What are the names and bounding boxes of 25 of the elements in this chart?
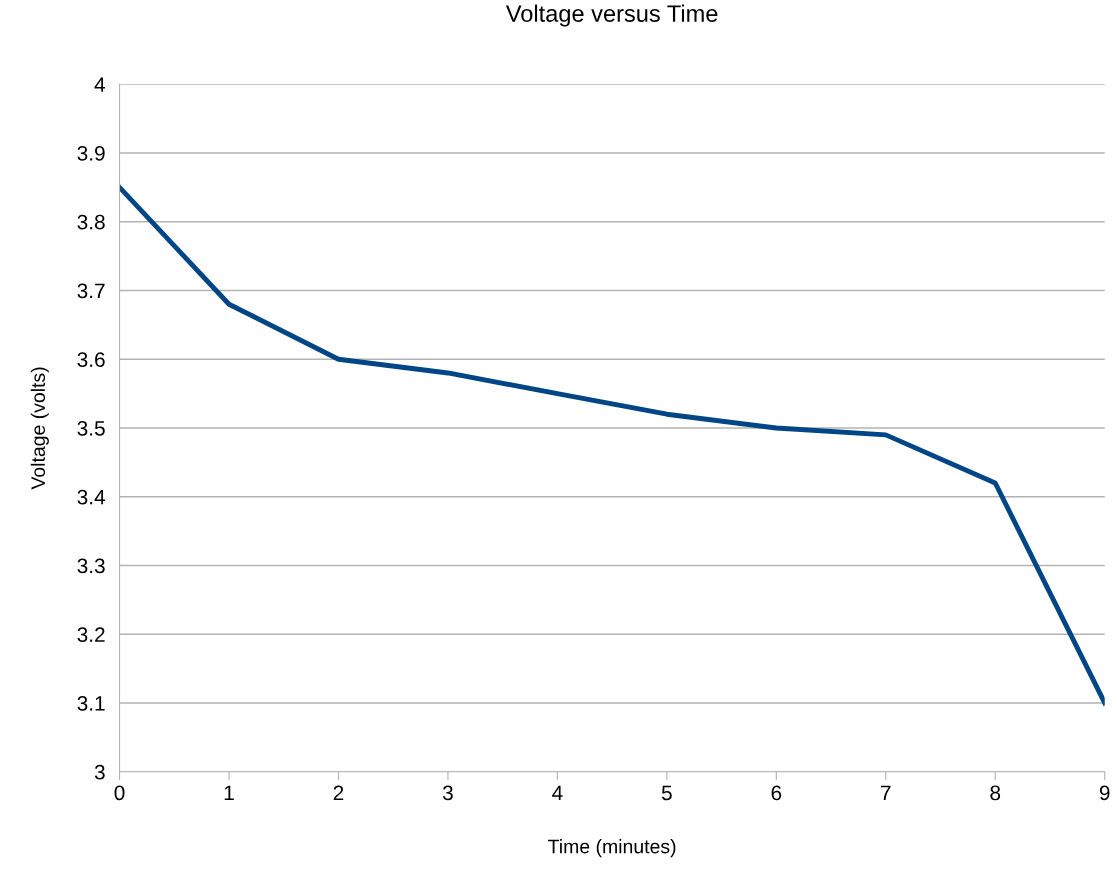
x-tick-label: 2 [333, 785, 344, 801]
x-tick-label: 1 [224, 785, 234, 801]
x-axis-title: Time (minutes) [548, 839, 676, 858]
y-tick-label: 3.9 [77, 145, 105, 161]
y-axis-title: Voltage (volts) [30, 367, 49, 490]
x-tick-label: 4 [552, 785, 563, 801]
x-tick-label: 3 [442, 785, 453, 801]
y-tick-label: 4 [94, 77, 106, 92]
x-tick-label: 6 [771, 785, 782, 801]
y-tick-label: 3.1 [77, 696, 105, 711]
y-tick-label: 3.2 [77, 627, 105, 642]
x-tick-label: 9 [1099, 785, 1110, 801]
x-tick-label: 0 [114, 785, 125, 801]
y-tick-label: 3.4 [77, 489, 106, 505]
x-tick-label: 7 [881, 785, 891, 801]
y-tick-label: 3.8 [77, 214, 105, 230]
y-tick-label: 3.7 [77, 283, 105, 299]
x-tick-label: 5 [661, 785, 672, 801]
y-tick-label: 3.5 [77, 420, 105, 436]
y-tick-label: 3.3 [77, 558, 105, 574]
y-tick-label: 3.6 [77, 352, 105, 367]
x-tick-label: 8 [990, 785, 1001, 801]
y-tick-label: 3 [94, 764, 105, 780]
chart-title: Voltage versus Time [505, 4, 718, 27]
line-series [119, 184, 1105, 706]
